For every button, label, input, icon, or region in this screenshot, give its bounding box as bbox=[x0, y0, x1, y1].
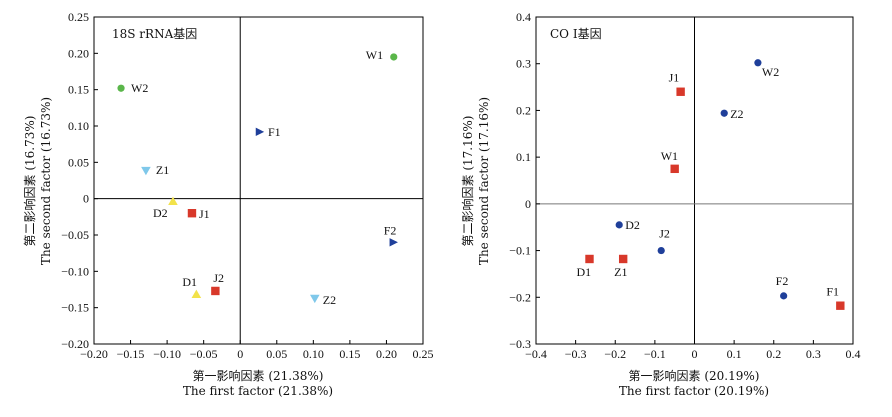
chart1-y-tick-label: 0.25 bbox=[68, 10, 89, 24]
chart2-point-f2 bbox=[780, 292, 788, 300]
chart2-y-tick-label: 0.1 bbox=[516, 150, 531, 164]
chart1-point-z2-label: Z2 bbox=[323, 293, 336, 307]
chart1-point-w2 bbox=[117, 84, 125, 92]
chart1-point-d1-label: D1 bbox=[182, 275, 197, 289]
chart2-point-d1-label: D1 bbox=[576, 265, 591, 279]
chart2-point-z2 bbox=[720, 109, 728, 117]
chart2-point-f2-label: F2 bbox=[776, 274, 789, 288]
chart1-y-axis-label-en: The second factor (16.73%) bbox=[39, 97, 53, 265]
chart2-point-d1 bbox=[585, 254, 594, 264]
chart1-point-z1 bbox=[141, 166, 151, 176]
chart2-x-axis-label-zh: 第一影响因素 (20.19%) bbox=[629, 368, 760, 383]
chart2-x-tick-label: 0.4 bbox=[846, 347, 861, 361]
chart1-x-tick-label: −0.10 bbox=[153, 347, 181, 361]
chart2-point-f1 bbox=[836, 301, 845, 310]
chart2-panel-title: CO I基因 bbox=[550, 27, 602, 41]
chart1-point-j2-label: J2 bbox=[213, 271, 224, 285]
chart2-y-tick-label: −0.3 bbox=[509, 337, 531, 351]
chart2-x-tick-label: −0.4 bbox=[525, 347, 547, 361]
chart1-y-tick-label: 0.20 bbox=[68, 46, 89, 60]
chart2-y-axis-label-en: The second factor (17.16%) bbox=[477, 97, 491, 265]
chart1-point-z2 bbox=[309, 294, 320, 304]
chart2-y-tick-label: 0.4 bbox=[516, 10, 531, 24]
chart1-y-tick-label: −0.15 bbox=[61, 301, 89, 315]
chart2-point-w1 bbox=[670, 164, 679, 174]
chart1-x-axis-label-en: The first factor (21.38%) bbox=[183, 384, 333, 398]
chart1-point-d1 bbox=[191, 289, 202, 299]
chart2-y-tick-label: 0 bbox=[525, 197, 531, 211]
chart1-x-tick-label: −0.05 bbox=[190, 347, 218, 361]
chart2-x-tick-label: 0.1 bbox=[727, 347, 742, 361]
chart1-point-w1 bbox=[390, 53, 398, 61]
chart1-x-tick-label: −0.20 bbox=[80, 347, 108, 361]
chart2-y-tick-label: 0.3 bbox=[516, 57, 531, 71]
chart2-y-tick-label: −0.2 bbox=[509, 290, 531, 304]
chart2-x-tick-label: −0.2 bbox=[604, 347, 626, 361]
chart1-y-tick-label: 0 bbox=[83, 192, 89, 206]
chart1-x-tick-label: 0.20 bbox=[376, 347, 397, 361]
chart2-point-w1-label: W1 bbox=[661, 149, 678, 163]
chart2-y-tick-label: −0.1 bbox=[509, 244, 531, 258]
chart1-point-j1 bbox=[187, 209, 197, 218]
chart2-y-tick-label: 0.2 bbox=[516, 103, 531, 117]
chart1-point-d2-label: D2 bbox=[153, 206, 168, 220]
chart2-x-tick-label: −0.1 bbox=[644, 347, 666, 361]
chart1-plot-frame bbox=[93, 16, 424, 345]
chart2-point-z2-label: Z2 bbox=[730, 107, 743, 121]
chart1-point-f2-label: F2 bbox=[384, 223, 397, 237]
chart2-x-axis-label-en: The first factor (20.19%) bbox=[619, 384, 769, 398]
chart1-y-tick-label: 0.05 bbox=[68, 155, 89, 169]
chart2-point-j1 bbox=[676, 87, 685, 96]
chart2-x-tick-label: −0.3 bbox=[565, 347, 587, 361]
chart2-point-d2-label: D2 bbox=[625, 218, 640, 232]
chart1-x-axis-label-zh: 第一影响因素 (21.38%) bbox=[193, 368, 324, 383]
chart1-panel-title: 18S rRNA基因 bbox=[112, 27, 197, 41]
chart2-point-j1-label: J1 bbox=[669, 71, 680, 85]
chart1-y-tick-label: −0.10 bbox=[61, 264, 89, 278]
chart2-point-z1-label: Z1 bbox=[614, 265, 627, 279]
chart1-point-w2-label: W2 bbox=[131, 81, 148, 95]
chart2-point-w2-label: W2 bbox=[762, 65, 779, 79]
chart2-point-w2 bbox=[754, 59, 762, 67]
chart1-point-j2 bbox=[211, 286, 220, 296]
chart2-x-tick-label: 0.2 bbox=[766, 347, 781, 361]
chart2-point-j2 bbox=[657, 246, 665, 255]
chart1-point-w1-label: W1 bbox=[366, 48, 383, 62]
chart1-y-axis-label-zh: 第二影响因素 (16.73%) bbox=[22, 116, 37, 247]
chart1-x-tick-label: 0.25 bbox=[413, 347, 434, 361]
chart2-point-z1 bbox=[618, 254, 628, 264]
chart2-x-tick-label: 0.3 bbox=[806, 347, 821, 361]
chart1-point-f2 bbox=[389, 238, 398, 247]
chart1-point-d2 bbox=[168, 196, 178, 206]
chart1-y-tick-label: 0.10 bbox=[68, 119, 89, 133]
chart1-y-tick-label: −0.20 bbox=[61, 337, 89, 351]
chart1-x-tick-label: 0 bbox=[237, 347, 243, 361]
chart2-y-axis-label-zh: 第二影响因素 (17.16%) bbox=[460, 116, 475, 247]
chart2-point-f1-label: F1 bbox=[826, 285, 839, 299]
chart1-x-tick-label: 0.10 bbox=[303, 347, 324, 361]
chart2-x-tick-label: 0 bbox=[692, 347, 698, 361]
chart1-point-j1-label: J1 bbox=[199, 207, 210, 221]
chart1-point-z1-label: Z1 bbox=[156, 163, 169, 177]
chart2-point-j2-label: J2 bbox=[659, 227, 670, 241]
chart1-y-tick-label: −0.05 bbox=[61, 228, 89, 242]
chart1-x-tick-label: −0.15 bbox=[117, 347, 145, 361]
chart2-point-d2 bbox=[615, 221, 623, 229]
chart1-y-tick-label: 0.15 bbox=[68, 83, 89, 97]
chart1-point-f1-label: F1 bbox=[268, 125, 281, 139]
chart1-x-tick-label: 0.05 bbox=[266, 347, 287, 361]
chart1-point-f1 bbox=[255, 127, 265, 137]
chart1-x-tick-label: 0.15 bbox=[339, 347, 360, 361]
